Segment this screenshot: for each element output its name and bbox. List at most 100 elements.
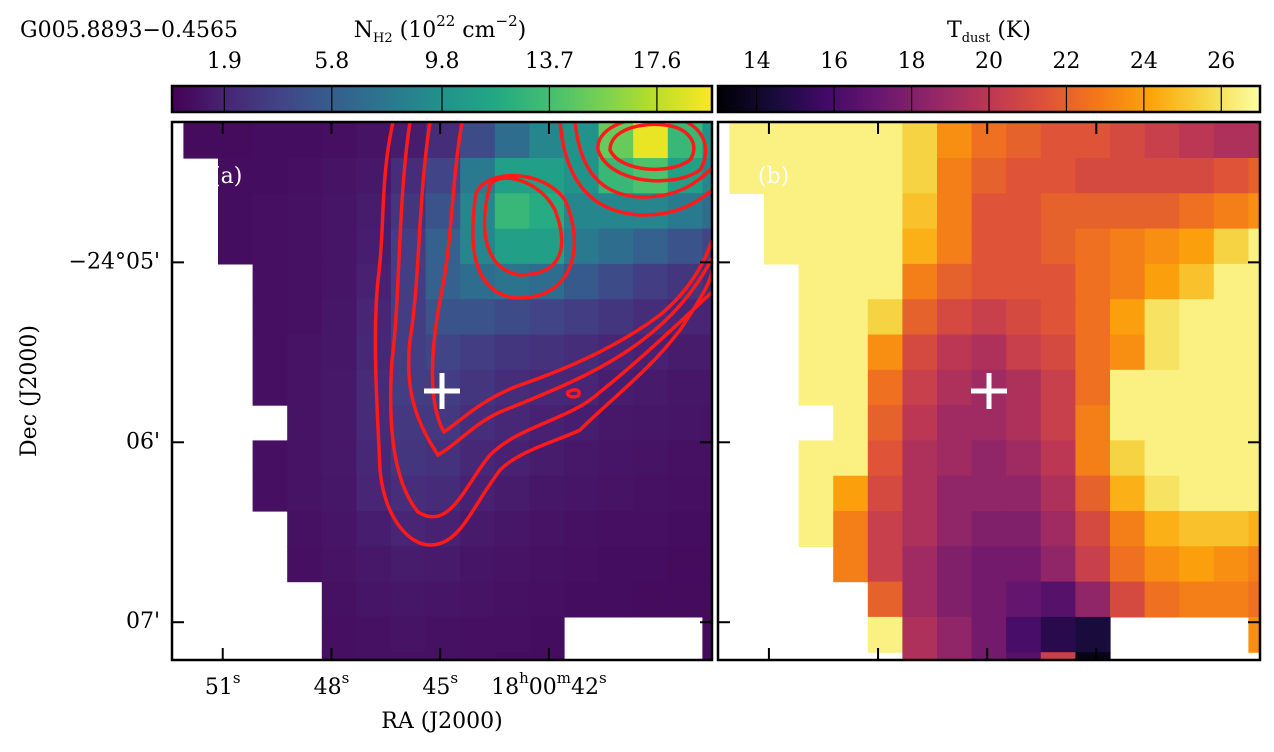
pixel [494,193,530,230]
pixel [798,511,834,547]
pixel [1110,581,1146,618]
pixel [902,158,938,194]
pixel [1213,511,1249,547]
pixel [702,511,712,547]
pixel [1144,228,1180,265]
colorbar-tick-label: 26 [1207,49,1235,74]
pixel [1248,405,1260,441]
pixel [937,158,973,194]
pixel [321,193,357,230]
pixel [867,193,903,230]
y-tick-label: 07' [126,609,160,634]
pixel [321,369,357,406]
contour [388,122,712,519]
pixel [460,122,496,159]
pixel [529,616,565,653]
pixel [798,440,834,477]
pixel [764,193,800,230]
pixel [460,299,496,336]
pixel [1248,158,1260,194]
pixel [218,193,254,230]
pixel [1213,546,1249,583]
pixel [833,475,869,512]
pixel [1144,546,1180,583]
pixel [1040,334,1076,371]
pixel [937,546,973,583]
pixel [529,122,565,159]
pixel [867,475,903,512]
pixel [425,193,461,230]
colorbar-tick-label: 22 [1052,49,1080,74]
pixel [1040,546,1076,583]
pixel [1040,652,1076,660]
pixel [1213,581,1249,618]
pixel [702,475,712,512]
tick-label-part: s [233,669,241,687]
pixel [798,299,834,336]
colorbar-label-part: −2 [496,12,518,30]
pixel [287,369,323,406]
pixel [529,440,565,477]
pixel [667,228,703,265]
pixel [798,475,834,512]
pixel [425,546,461,583]
pixel [218,228,254,265]
pixel [1110,546,1146,583]
pixel [321,405,357,441]
pixel [1110,193,1146,230]
pixel [633,546,669,583]
pixel [902,405,938,441]
pixel [494,581,530,618]
pixel [833,405,869,441]
pixel [1213,405,1249,441]
pixel [564,581,600,618]
pixel [1006,652,1042,660]
pixel [902,652,938,660]
pixel [1075,546,1111,583]
pixel [1248,263,1260,300]
tick-label-part: 42 [571,675,599,700]
tick-label-part: 48 [314,675,342,700]
pixel [356,193,392,230]
pixel [1075,228,1111,265]
pixel [287,475,323,512]
pixel [971,122,1007,159]
pixel [598,546,634,583]
colorbar-tick-label: 1.9 [207,49,242,74]
pixel [356,581,392,618]
x-tick-label: 18h00m42s [491,669,607,700]
pixel [391,546,427,583]
pixel [1006,263,1042,300]
pixel [1040,299,1076,336]
pixel [460,228,496,265]
pixel [529,475,565,512]
pixel [867,122,903,159]
pixel [764,228,800,265]
pixel [1179,299,1215,336]
pixel [391,581,427,618]
pixel [356,616,392,653]
pixel [798,228,834,265]
contour [608,122,696,172]
pixel [1110,228,1146,265]
pixel [391,652,427,660]
pixel [1179,228,1215,265]
colorbar-label: NH2 (1022 cm−2) [354,12,526,46]
pixel [833,228,869,265]
pixel [833,193,869,230]
pixel [494,616,530,653]
pixel [356,440,392,477]
pixel [1110,263,1146,300]
pixel [1075,193,1111,230]
pixel [902,475,938,512]
pixel [529,511,565,547]
pixel [252,263,288,300]
figure-title: G005.8893−0.4565 [20,18,238,43]
pixel [252,334,288,371]
pixel [833,440,869,477]
pixel [252,299,288,336]
pixel [867,263,903,300]
pixel [1213,158,1249,194]
pixel [1006,475,1042,512]
pixel [1144,263,1180,300]
